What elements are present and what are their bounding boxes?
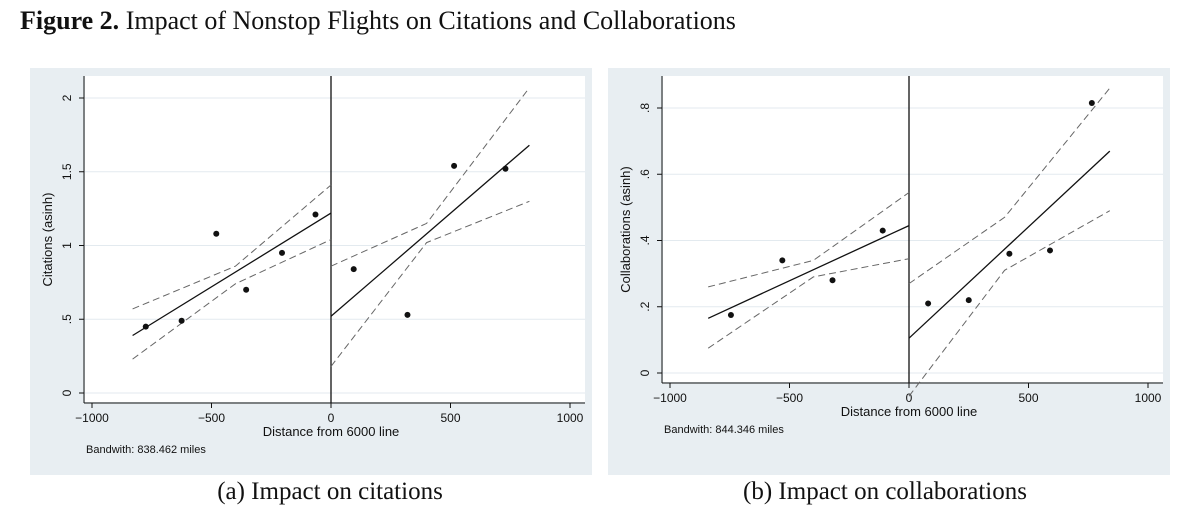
fit-line-right bbox=[908, 150, 1111, 339]
data-point bbox=[779, 257, 786, 264]
x-tick-label: −1000 bbox=[75, 411, 109, 425]
fit-line-left bbox=[132, 212, 332, 337]
ci-left-lower bbox=[132, 239, 332, 360]
data-point bbox=[243, 286, 250, 293]
data-point bbox=[502, 165, 509, 172]
figure-title-text: Impact of Nonstop Flights on Citations a… bbox=[125, 6, 736, 35]
data-point bbox=[350, 266, 357, 273]
y-axis-label: Citations (asinh) bbox=[40, 193, 55, 287]
y-tick-label: .6 bbox=[638, 169, 652, 179]
y-tick-label: 1.5 bbox=[60, 163, 74, 180]
data-point bbox=[1047, 247, 1054, 254]
ci-right-lower bbox=[908, 210, 1111, 397]
x-tick-label: −1000 bbox=[653, 391, 687, 405]
chart-collaborations: 0 .2 .4 .6 .8 −1000 −500 0 500 1000 Collaborations… bbox=[618, 76, 1163, 436]
y-tick-label: .2 bbox=[638, 301, 652, 311]
y-tick-label: 2 bbox=[60, 94, 74, 101]
ci-right-lower bbox=[330, 200, 530, 367]
fit-line-left bbox=[707, 225, 910, 319]
data-point bbox=[312, 211, 319, 218]
ci-left-upper bbox=[708, 192, 910, 288]
y-tick-label: .5 bbox=[60, 314, 74, 324]
panel-b-collaborations: 0 .2 .4 .6 .8 −1000 −500 0 500 1000 Collaborations… bbox=[608, 68, 1170, 475]
panel-a-citations: 0 .5 1 1.5 2 −1000 −500 0 500 1000 Citations (asin… bbox=[30, 68, 592, 475]
x-tick-label: 500 bbox=[440, 411, 460, 425]
x-tick-label: 1000 bbox=[557, 411, 584, 425]
y-axis-label: Collaborations (asinh) bbox=[618, 166, 633, 292]
data-point bbox=[879, 227, 886, 234]
caption-a: (a) Impact on citations bbox=[217, 478, 443, 505]
plot-area bbox=[85, 76, 585, 402]
y-tick-label: .4 bbox=[638, 235, 652, 245]
bandwidth-note: Bandwith: 838.462 miles bbox=[86, 444, 206, 456]
data-point bbox=[829, 277, 836, 284]
chart-citations: 0 .5 1 1.5 2 −1000 −500 0 500 1000 Citations (asin… bbox=[40, 76, 585, 456]
data-point bbox=[1088, 100, 1095, 107]
data-point bbox=[727, 312, 734, 319]
data-point bbox=[925, 300, 932, 307]
data-point bbox=[213, 230, 220, 237]
bandwidth-note: Bandwith: 844.346 miles bbox=[664, 424, 784, 436]
y-tick-label: .8 bbox=[638, 103, 652, 113]
y-tick-label: 1 bbox=[60, 242, 74, 249]
ci-right-upper bbox=[908, 87, 1111, 285]
x-tick-label: 0 bbox=[906, 391, 913, 405]
data-point bbox=[279, 249, 286, 256]
data-point bbox=[404, 311, 411, 318]
x-tick-label: −500 bbox=[198, 411, 225, 425]
ci-right-upper bbox=[330, 87, 530, 267]
figure-label: Figure 2. bbox=[20, 6, 120, 35]
figure-title: Figure 2. Impact of Nonstop Flights on C… bbox=[20, 6, 736, 36]
data-point bbox=[142, 323, 149, 330]
data-point bbox=[451, 162, 458, 169]
y-tick-label: 0 bbox=[638, 369, 652, 376]
x-tick-label: 500 bbox=[1018, 391, 1038, 405]
x-axis-label: Distance from 6000 line bbox=[263, 424, 400, 439]
fit-line-right bbox=[330, 144, 530, 317]
data-point bbox=[178, 317, 185, 324]
x-tick-label: 1000 bbox=[1135, 391, 1162, 405]
ci-left-upper bbox=[132, 184, 332, 310]
ci-left-lower bbox=[707, 258, 910, 349]
plot-area bbox=[663, 76, 1163, 382]
x-tick-label: −500 bbox=[776, 391, 803, 405]
data-point bbox=[965, 297, 972, 304]
x-axis-label: Distance from 6000 line bbox=[841, 404, 978, 419]
caption-b: (b) Impact on collaborations bbox=[743, 478, 1027, 505]
x-tick-label: 0 bbox=[328, 411, 335, 425]
data-point bbox=[1006, 250, 1013, 257]
y-tick-label: 0 bbox=[60, 389, 74, 396]
